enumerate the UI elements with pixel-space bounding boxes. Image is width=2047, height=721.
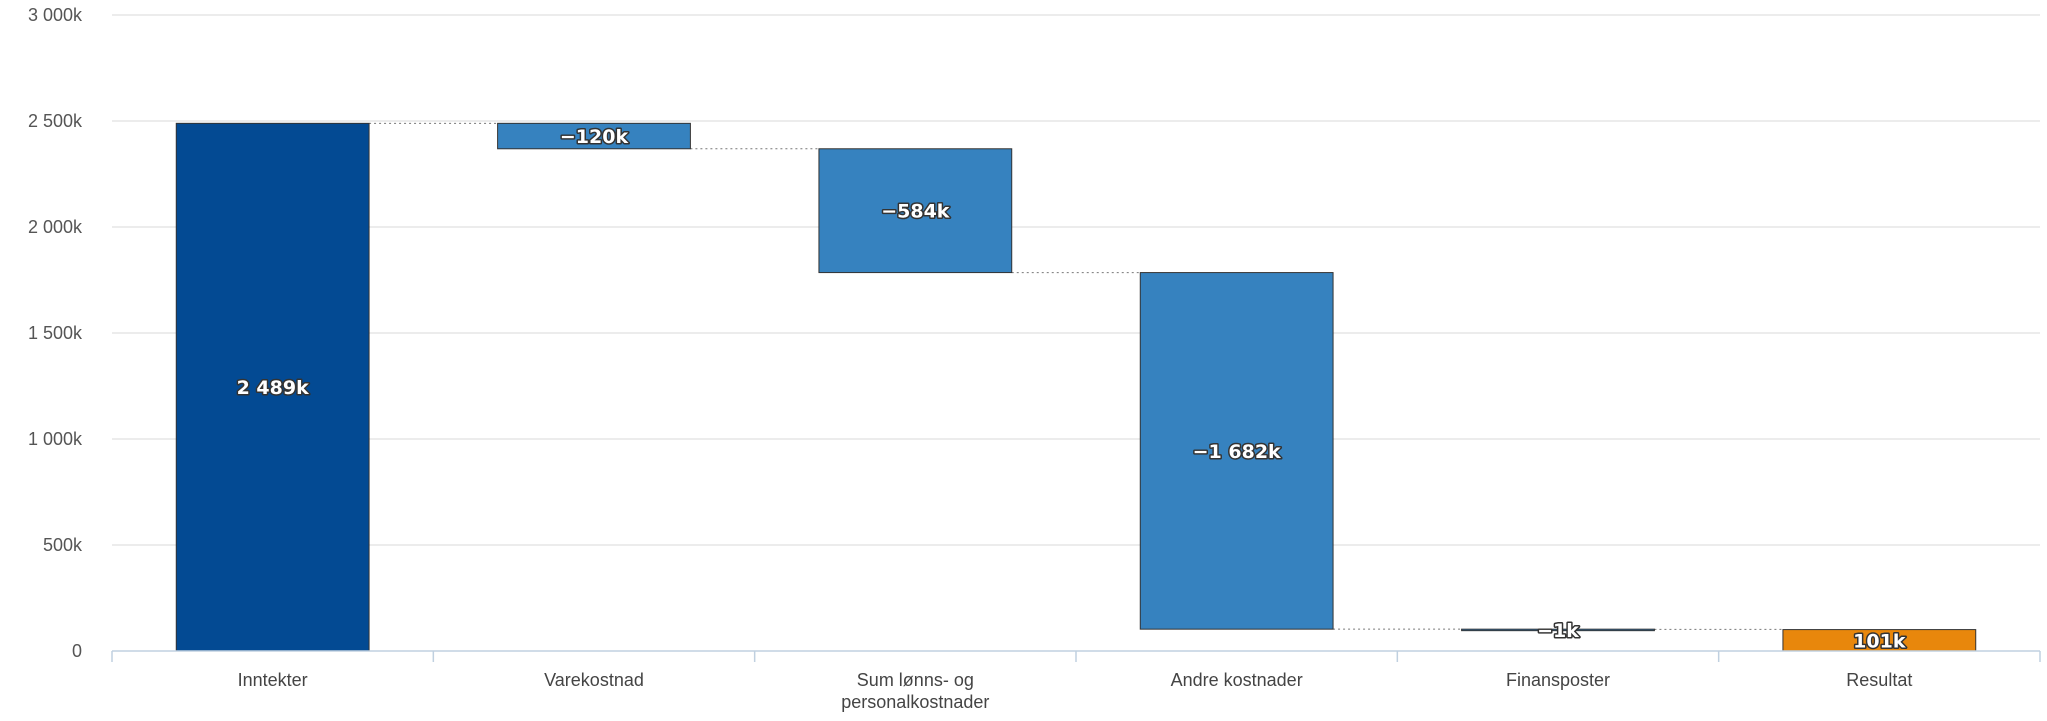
x-axis: Inntekter Varekostnad Sum lønns- ogpersona… — [111, 650, 2041, 712]
connector-lines — [369, 122, 1783, 630]
x-category-label: Sum lønns- og — [857, 670, 974, 690]
data-label: −584k — [881, 201, 950, 223]
bar-2 — [497, 122, 691, 150]
bar-4 — [1139, 272, 1334, 630]
data-labels: 2 489k −120k −584k −1 682k −1k 101k — [235, 125, 1907, 654]
bars — [175, 122, 1977, 652]
y-tick-label: 1 500k — [28, 323, 83, 343]
bar-3 — [818, 148, 1013, 274]
data-label: −1 682k — [1193, 441, 1281, 463]
x-category-label: Varekostnad — [544, 670, 644, 690]
data-label: −120k — [560, 126, 629, 148]
bar-5 — [1461, 628, 1655, 632]
x-category-label: Finansposter — [1506, 670, 1610, 690]
x-category-label: Inntekter — [238, 670, 308, 690]
y-tick-label: 3 000k — [28, 5, 83, 25]
y-tick-label: 500k — [43, 535, 83, 555]
data-label: −1k — [1537, 620, 1579, 642]
y-tick-label: 0 — [72, 641, 82, 661]
data-label: 101k — [1853, 630, 1906, 652]
y-tick-label: 1 000k — [28, 429, 83, 449]
y-tick-label: 2 500k — [28, 111, 83, 131]
x-category-label: personalkostnader — [841, 692, 989, 712]
y-axis-tick-labels: 0 500k 1 000k 1 500k 2 000k 2 500k 3 000k — [28, 5, 83, 661]
data-label: 2 489k — [237, 377, 309, 399]
grid-lines — [112, 14, 2040, 546]
bar-1 — [175, 122, 370, 652]
y-tick-label: 2 000k — [28, 217, 83, 237]
x-category-label: Resultat — [1846, 670, 1912, 690]
x-category-label: Andre kostnader — [1171, 670, 1303, 690]
